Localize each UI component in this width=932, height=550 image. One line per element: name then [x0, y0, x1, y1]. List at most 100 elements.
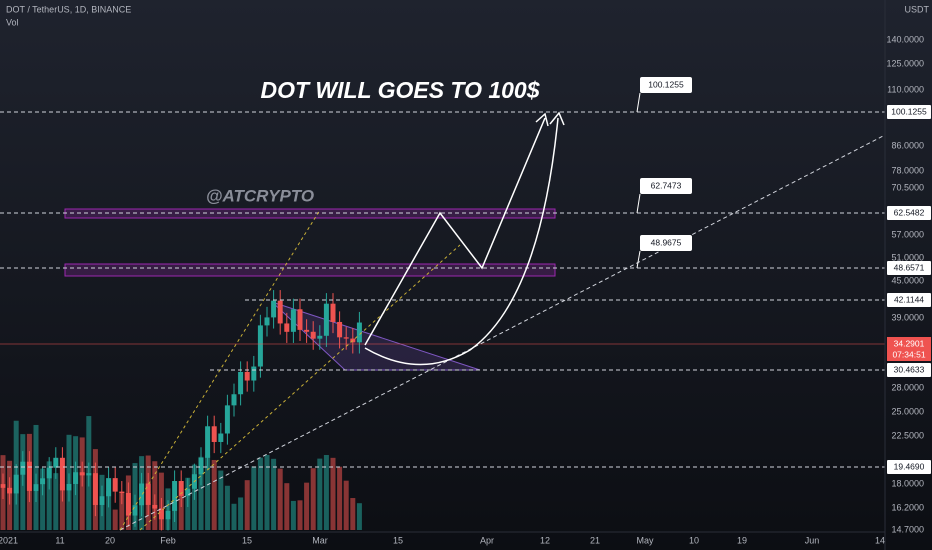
candle	[231, 394, 237, 406]
volume-bar	[304, 482, 310, 530]
time-axis: 2021 11 20 Feb 15 Mar 15 Apr 12 21 May 10 19 Jun 14	[0, 531, 885, 545]
volume-bar	[238, 497, 244, 530]
candle	[218, 433, 224, 442]
time-label: 15	[242, 535, 252, 545]
volume-bar	[310, 468, 316, 530]
time-label: 15	[393, 535, 403, 545]
time-label: 10	[689, 535, 699, 545]
volume-bar	[277, 468, 283, 530]
price-label: 140.0000	[886, 34, 924, 44]
candle	[139, 483, 145, 506]
volume-bar	[244, 480, 250, 530]
candle	[178, 481, 184, 496]
volume-bar	[264, 455, 270, 530]
volume-bar	[218, 470, 224, 530]
candle	[132, 505, 138, 516]
time-label: 14	[875, 535, 885, 545]
volume-bar	[59, 483, 65, 530]
time-label: Jun	[805, 535, 820, 545]
watermark: @ATCRYPTO	[206, 186, 314, 205]
candle	[145, 483, 151, 505]
candle	[0, 484, 6, 488]
candle	[251, 366, 257, 381]
candle	[86, 473, 92, 476]
candle	[297, 309, 303, 330]
volume-bar	[119, 491, 125, 530]
price-tag	[887, 363, 931, 377]
price-label: 45.0000	[891, 275, 924, 285]
candle	[238, 371, 244, 395]
price-label: 70.5000	[891, 182, 924, 192]
volume-bar	[112, 509, 118, 530]
time-label: Apr	[480, 535, 494, 545]
price-label: 28.0000	[891, 382, 924, 392]
callout-leader	[636, 193, 641, 214]
price-tag-text: 30.4633	[894, 364, 925, 374]
candle	[33, 484, 39, 491]
price-label: 25.0000	[891, 406, 924, 416]
trendline	[119, 134, 886, 531]
volume-bar	[350, 498, 356, 530]
volume-bar	[317, 458, 323, 530]
volume-bar	[257, 457, 263, 530]
price-label: 16.2000	[891, 502, 924, 512]
price-tag-text: 62.5482	[894, 207, 925, 217]
time-label: Feb	[160, 535, 176, 545]
candle	[317, 335, 323, 339]
price-label: 18.0000	[891, 478, 924, 488]
candle	[40, 478, 46, 485]
candle	[205, 426, 211, 458]
candle	[125, 493, 131, 516]
candle	[304, 329, 310, 332]
candle	[337, 321, 343, 338]
price-label: 57.0000	[891, 229, 924, 239]
time-label: 19	[737, 535, 747, 545]
symbol: DOT / TetherUS, 1D, BINANCE	[6, 4, 131, 14]
callout-box	[640, 77, 692, 93]
volume-bar	[297, 500, 303, 530]
volume-bar	[198, 456, 204, 530]
candle	[73, 472, 79, 484]
price-label: 39.0000	[891, 312, 924, 322]
headline: DOT WILL GOES TO 100$	[260, 77, 539, 103]
candle	[106, 478, 112, 497]
volume-bar	[205, 455, 211, 530]
candle	[224, 405, 230, 434]
candle	[119, 491, 125, 494]
time-label: 21	[590, 535, 600, 545]
candle	[310, 331, 316, 339]
candle	[46, 467, 52, 479]
price-label: 78.0000	[891, 165, 924, 175]
candle	[20, 461, 26, 475]
candle	[7, 487, 13, 494]
candle	[112, 478, 118, 492]
last-price-tag	[887, 337, 931, 361]
volume-bar	[106, 491, 112, 530]
candle	[53, 457, 59, 468]
countdown: 07:34:51	[892, 349, 925, 359]
volume-bar	[53, 473, 59, 530]
price-tag-text: 48.6571	[894, 262, 925, 272]
candle	[211, 426, 217, 442]
volume-bar	[284, 483, 290, 530]
price-tag	[887, 460, 931, 474]
volume-bar	[271, 458, 277, 530]
candle	[356, 322, 362, 343]
price-label: 22.5000	[891, 430, 924, 440]
price-label: 86.0000	[891, 140, 924, 150]
candle	[198, 457, 204, 475]
candle	[152, 504, 158, 509]
price-tag	[887, 261, 931, 275]
callout-text: 62.7473	[651, 180, 682, 190]
candle	[284, 323, 290, 332]
candle	[158, 508, 164, 520]
time-label: 2021	[0, 535, 18, 545]
volume-bar	[46, 461, 52, 530]
time-label: 12	[540, 535, 550, 545]
plot: 100.1255 62.7473 48.9675	[0, 77, 886, 531]
volume-bar	[231, 503, 237, 530]
volume-bar	[337, 466, 343, 530]
volume-bar	[330, 457, 336, 530]
